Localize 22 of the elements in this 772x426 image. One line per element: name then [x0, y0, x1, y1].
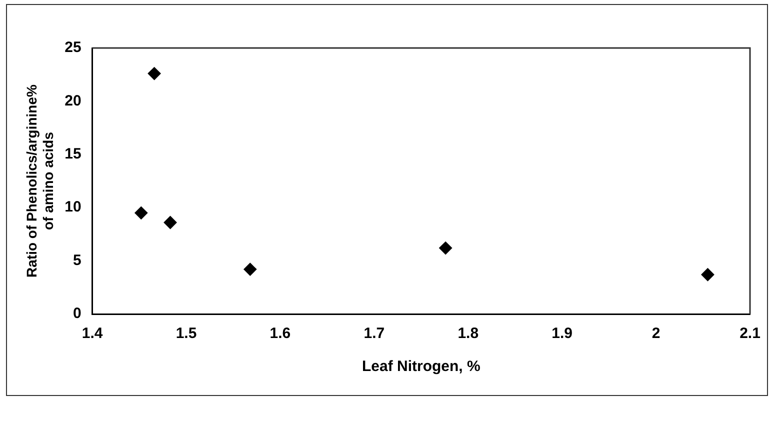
point — [134, 206, 148, 220]
point — [439, 242, 452, 255]
y-tick-label: 25 — [64, 39, 82, 56]
y-tick-label: 20 — [64, 92, 82, 110]
x-tick-label: 1.6 — [270, 325, 291, 342]
point — [244, 262, 257, 276]
x-tick-label: 1.7 — [364, 325, 385, 342]
x-tick-label: 1.8 — [458, 325, 479, 342]
point — [164, 216, 177, 229]
x-tick-label: 1.5 — [176, 325, 197, 342]
x-tick-label: 2.1 — [740, 325, 760, 342]
point — [701, 268, 714, 282]
y-axis-title: Ratio of Phenolics/arginine% of amino acids — [23, 84, 56, 278]
y-tick-label: 0 — [72, 305, 82, 322]
x-tick-label: 1.9 — [552, 325, 573, 342]
x-tick-label: 2 — [652, 325, 660, 342]
x-axis-title: Leaf Nitrogen, % — [362, 358, 480, 376]
point — [148, 67, 161, 80]
y-tick-label: 5 — [72, 252, 82, 269]
x-tick-label: 1.4 — [82, 325, 104, 342]
y-tick-label: 15 — [64, 146, 82, 163]
y-tick-label: 10 — [64, 198, 82, 216]
